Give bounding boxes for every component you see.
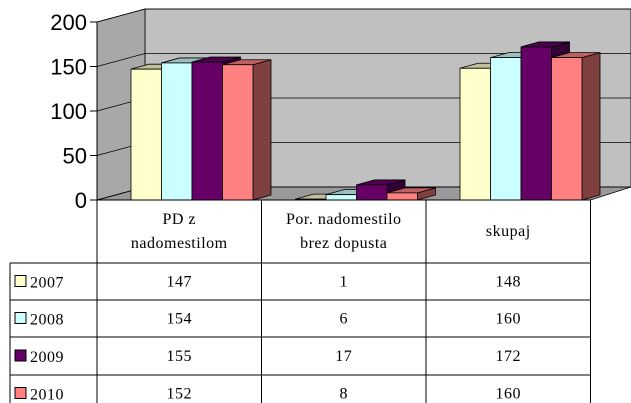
table-value: 172 [496,348,522,365]
legend-key [14,275,27,287]
category-label: skupaj [485,222,531,240]
legend-label: 2007 [30,275,64,292]
category-label: PD z nadomestilom [130,210,228,252]
bar [551,52,601,201]
bar-side [252,59,272,201]
table-value: 152 [167,386,193,403]
bar-front [130,68,162,201]
table-value: 160 [496,386,522,403]
bar-front [490,57,522,201]
y-tick-label: 50 [63,144,87,169]
y-tick-label: 200 [50,10,87,35]
legend-key [14,312,27,324]
bar-front [161,62,193,201]
bar-front [386,192,418,201]
bar-side [581,52,601,201]
legend-key [14,349,27,362]
bar [386,187,436,201]
legend-label: 2009 [30,349,64,366]
table-value: 154 [167,311,193,328]
grid-line [96,53,631,67]
table-value: 6 [340,311,349,328]
bar [222,59,272,201]
category-label-box: Por. nadomestilo brez dopusta [285,210,402,252]
grid-line [96,8,631,23]
legend-key [14,387,27,399]
table-value: 148 [496,274,522,291]
bar-front [459,67,491,201]
y-tick-label: 150 [50,55,87,80]
category-label-box: PD z nadomestilom [130,210,228,252]
category-label: Por. nadomestilo brez dopusta [285,210,402,252]
bar-front [356,184,388,201]
table-value: 155 [167,348,193,365]
bar-front [222,64,254,201]
table-value: 1 [340,274,349,291]
table-value: 8 [340,386,349,403]
y-tick-label: 0 [75,188,87,213]
category-label-box: skupaj [485,222,531,240]
bar-front [520,46,552,201]
table-value: 160 [496,311,522,328]
table-value: 17 [335,348,352,365]
bar-front [551,57,583,201]
table-value: 147 [167,274,193,291]
legend-label: 2008 [30,312,64,329]
y-tick-label: 100 [50,99,87,124]
bar-front [191,61,223,201]
legend-label: 2010 [30,387,64,403]
